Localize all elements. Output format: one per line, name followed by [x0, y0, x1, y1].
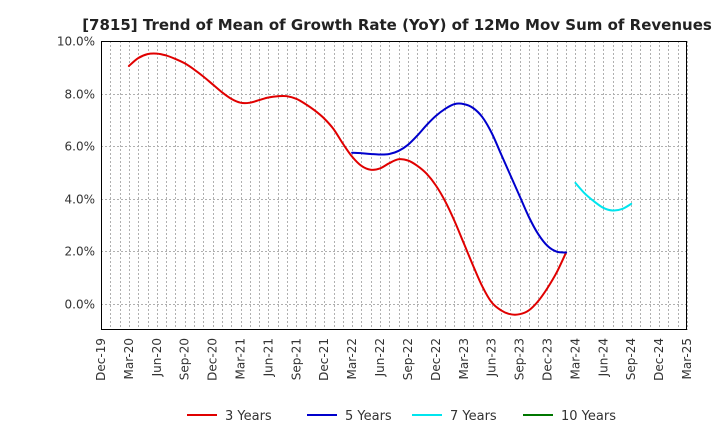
legend-label-5-years: 5 Years: [345, 409, 392, 424]
x-tick-label: Dec-23: [540, 338, 554, 381]
x-tick-label: Dec-24: [652, 338, 666, 381]
x-tick-label: Dec-19: [94, 338, 108, 381]
x-tick-label: Jun-23: [485, 338, 499, 377]
x-tick-label: Jun-21: [261, 338, 275, 377]
x-tick-label: Jun-24: [596, 338, 610, 377]
x-tick-label: Mar-24: [568, 338, 582, 379]
legend-label-10-years: 10 Years: [561, 409, 616, 424]
y-tick-label: 0.0%: [65, 298, 96, 312]
x-tick-label: Dec-20: [206, 338, 220, 381]
y-tick-label: 10.0%: [57, 35, 95, 49]
plot-border: [101, 41, 687, 330]
x-tick-label: Dec-21: [317, 338, 331, 381]
grid: [101, 41, 688, 330]
x-tick-label: Sep-23: [513, 338, 527, 380]
x-tick-label: Mar-22: [345, 338, 359, 379]
y-tick-label: 4.0%: [65, 193, 96, 207]
plot-area: [101, 41, 687, 330]
series-line-7-years: [574, 181, 633, 212]
legend: 3 Years 5 Years 7 Years 10 Years: [187, 409, 616, 424]
y-tick-label: 6.0%: [65, 140, 96, 154]
axes: 0.0% 2.0% 4.0% 6.0% 8.0% 10.0% Dec-19 Mar-20 Jun…: [57, 35, 694, 381]
y-tick-label: 2.0%: [65, 245, 96, 259]
y-tick-label: 8.0%: [65, 88, 96, 102]
x-tick-label: Dec-22: [429, 338, 443, 381]
x-tick-label: Sep-22: [401, 338, 415, 380]
series-line-3-years: [127, 52, 568, 316]
x-tick-label: Sep-21: [289, 338, 303, 380]
series-layer: [127, 52, 633, 316]
x-tick-label: Mar-21: [234, 338, 248, 379]
x-tick-label: Sep-24: [624, 338, 638, 380]
series-line-5-years: [351, 102, 568, 254]
x-tick-label: Jun-20: [150, 338, 164, 377]
legend-label-3-years: 3 Years: [225, 409, 272, 424]
x-tick-label: Mar-25: [680, 338, 694, 379]
x-tick-label: Jun-22: [373, 338, 387, 377]
x-tick-label: Mar-23: [457, 338, 471, 379]
chart-title: [7815] Trend of Mean of Growth Rate (YoY…: [82, 16, 712, 34]
legend-label-7-years: 7 Years: [450, 409, 497, 424]
x-tick-label: Sep-20: [178, 338, 192, 380]
x-tick-label: Mar-20: [122, 338, 136, 379]
